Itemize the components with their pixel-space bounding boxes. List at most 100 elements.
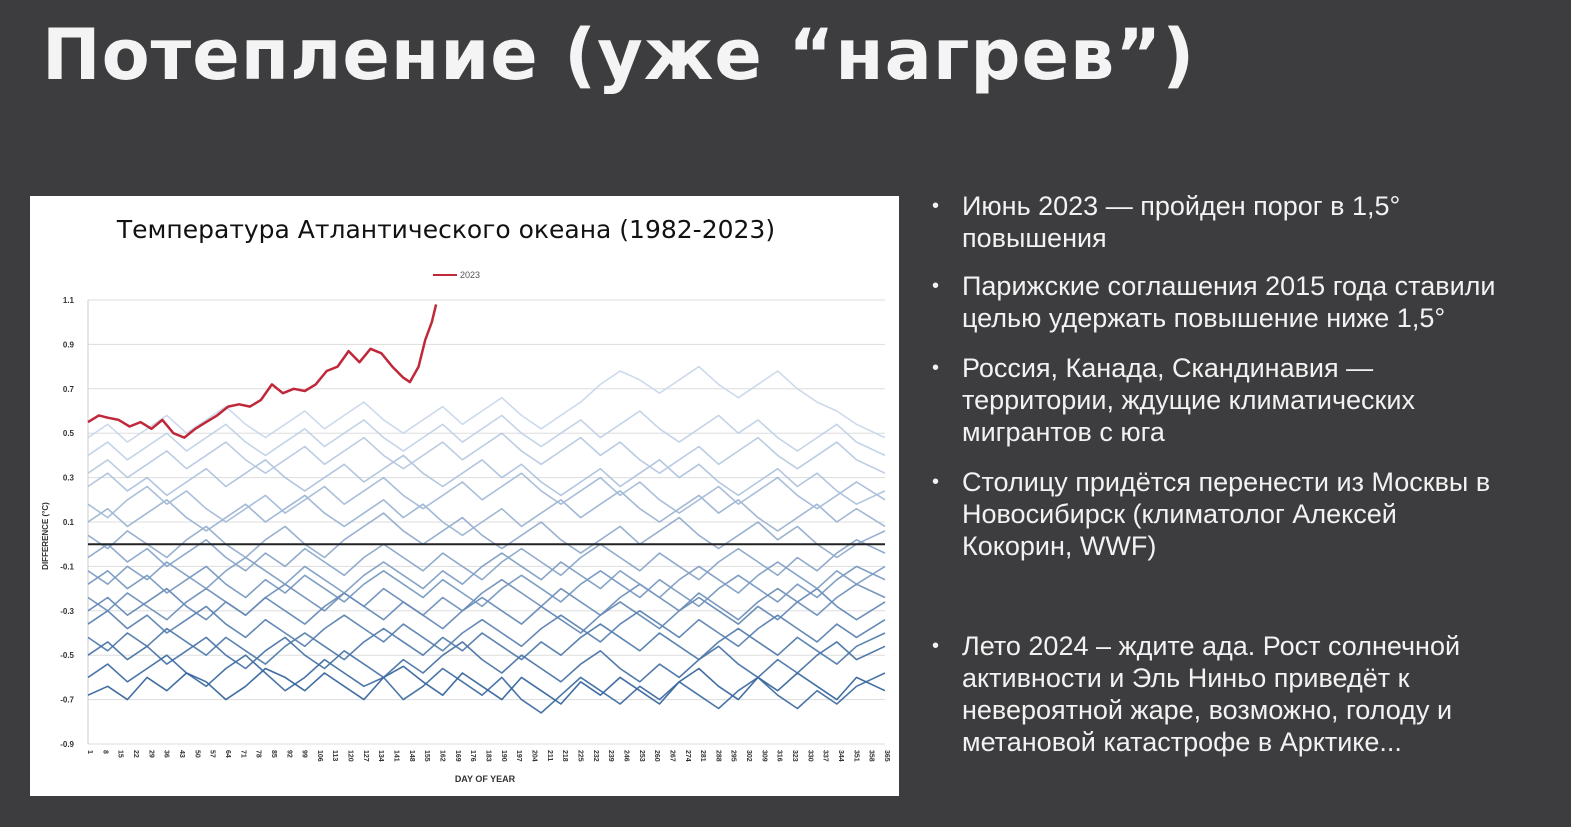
- historic-series-line: [87, 454, 886, 505]
- bullet-text-line: метановой катастрофе в Арктике...: [962, 727, 1402, 757]
- x-tick-label: 162: [439, 750, 446, 762]
- x-tick-label: 8: [101, 750, 108, 754]
- bullet-item: • Июнь 2023 — пройден порог в 1,5° повышен…: [930, 190, 1400, 254]
- y-tick-label: -0.1: [60, 562, 74, 571]
- bullet-marker: •: [932, 635, 940, 657]
- x-tick-label: 281: [699, 750, 706, 762]
- x-tick-label: 358: [868, 750, 875, 762]
- x-tick-label: 148: [408, 750, 415, 762]
- x-tick-label: 1: [86, 750, 93, 754]
- x-tick-label: 141: [393, 750, 400, 762]
- bullet-text-line: Лето 2024 – ждите ада. Рост солнечной: [962, 631, 1461, 661]
- x-tick-label: 29: [147, 750, 154, 758]
- x-tick-label: 71: [239, 750, 246, 758]
- historic-series-line: [87, 605, 886, 652]
- x-tick-label: 267: [668, 750, 675, 762]
- bullet-text-line: Столицу придётся перенести из Москвы в: [962, 467, 1491, 497]
- x-tick-label: 106: [316, 750, 323, 762]
- x-tick-label: 253: [638, 750, 645, 762]
- x-tick-label: 43: [178, 750, 185, 758]
- historic-series-line: [87, 512, 886, 559]
- x-tick-label: 120: [347, 750, 354, 762]
- x-tick-label: 260: [653, 750, 660, 762]
- bullet-marker: •: [932, 195, 940, 217]
- historic-series-line: [87, 410, 886, 461]
- historic-series-line: [87, 636, 886, 683]
- chart-panel: Температура Атлантического океана (1982-…: [30, 196, 899, 796]
- historic-series-line: [87, 654, 886, 714]
- x-tick-label: 274: [684, 750, 691, 762]
- historic-series-line: [87, 472, 886, 523]
- x-tick-labels: 1 8 15 22 29 36 43 50 57 64 71 78 85 92 99 106 113 120 127…: [86, 750, 890, 762]
- y-tick-label: -0.5: [60, 651, 74, 660]
- x-tick-label: 78: [255, 750, 262, 758]
- x-tick-label: 134: [377, 750, 384, 762]
- x-tick-label: 295: [730, 750, 737, 762]
- bullet-text-line: невероятной жаре, возможно, голоду и: [962, 695, 1453, 725]
- x-tick-label: 330: [806, 750, 813, 762]
- x-tick-label: 176: [469, 750, 476, 762]
- bullet-item: • Парижские соглашения 2015 года ставили ц…: [930, 270, 1496, 334]
- x-tick-label: 211: [546, 750, 553, 761]
- historic-series-line: [87, 578, 886, 621]
- x-tick-label: 225: [576, 750, 583, 762]
- x-tick-label: 85: [270, 750, 277, 758]
- bullet-marker: •: [932, 357, 940, 379]
- atlantic-temperature-chart: Температура Атлантического океана (1982-…: [41, 215, 890, 784]
- bullet-text-line: повышения: [962, 223, 1107, 253]
- bullet-marker: •: [932, 471, 940, 493]
- bullet-text-line: целью удержать повышение ниже 1,5°: [962, 303, 1446, 333]
- x-tick-label: 323: [791, 750, 798, 762]
- x-tick-label: 302: [745, 750, 752, 762]
- historic-series-line: [87, 432, 886, 479]
- x-tick-label: 309: [760, 750, 767, 762]
- x-tick-label: 15: [117, 750, 124, 758]
- y-tick-label: 0.5: [63, 429, 75, 438]
- x-tick-label: 288: [714, 750, 721, 762]
- x-tick-label: 22: [132, 750, 139, 758]
- x-tick-label: 197: [515, 750, 522, 762]
- x-tick-label: 50: [193, 750, 200, 758]
- x-axis-label: DAY OF YEAR: [455, 774, 516, 784]
- x-tick-label: 155: [423, 750, 430, 762]
- bullet-text-line: Россия, Канада, Скандинавия —: [962, 353, 1374, 383]
- x-tick-label: 57: [209, 750, 216, 758]
- x-tick-label: 190: [500, 750, 507, 762]
- x-tick-label: 344: [837, 750, 844, 762]
- x-tick-label: 204: [530, 750, 537, 762]
- x-tick-label: 218: [561, 750, 568, 762]
- x-tick-label: 92: [285, 750, 292, 758]
- x-tick-label: 365: [883, 750, 890, 762]
- y-tick-label: 0.3: [63, 474, 75, 483]
- y-tick-label: 0.7: [63, 385, 75, 394]
- x-tick-label: 316: [776, 750, 783, 762]
- x-tick-label: 183: [485, 750, 492, 762]
- y-axis-label: DIFFERENCE (°C): [41, 502, 50, 570]
- bullet-text-line: Парижские соглашения 2015 года ставили: [962, 271, 1496, 301]
- x-tick-label: 246: [622, 750, 629, 762]
- historic-series-line: [87, 365, 886, 443]
- slide-title: Потепление (уже “нагрев”): [42, 14, 1196, 96]
- x-tick-label: 36: [163, 750, 170, 758]
- bullet-item: • Россия, Канада, Скандинавия — территории…: [930, 352, 1415, 448]
- y-tick-label: 1.1: [63, 296, 75, 305]
- series-line-2023: [87, 304, 438, 439]
- x-tick-label: 99: [301, 750, 308, 758]
- historic-series-line: [87, 587, 886, 634]
- historic-series-line: [87, 539, 886, 581]
- y-tick-label: -0.7: [60, 696, 74, 705]
- bullet-marker: •: [932, 275, 940, 297]
- x-tick-label: 64: [224, 750, 231, 758]
- x-tick-label: 239: [607, 750, 614, 762]
- historic-series-line: [87, 565, 886, 608]
- x-tick-label: 351: [852, 750, 859, 762]
- bullet-text-line: территории, ждущие климатических: [962, 385, 1415, 415]
- x-tick-label: 337: [822, 750, 829, 762]
- bullet-text-line: активности и Эль Ниньо приведёт к: [962, 663, 1410, 693]
- y-tick-label: -0.9: [60, 740, 74, 749]
- legend-label-2023: 2023: [460, 270, 480, 280]
- bullet-text-line: мигрантов с юга: [962, 417, 1165, 447]
- historic-series-line: [87, 665, 886, 705]
- y-tick-label: 0.9: [63, 340, 75, 349]
